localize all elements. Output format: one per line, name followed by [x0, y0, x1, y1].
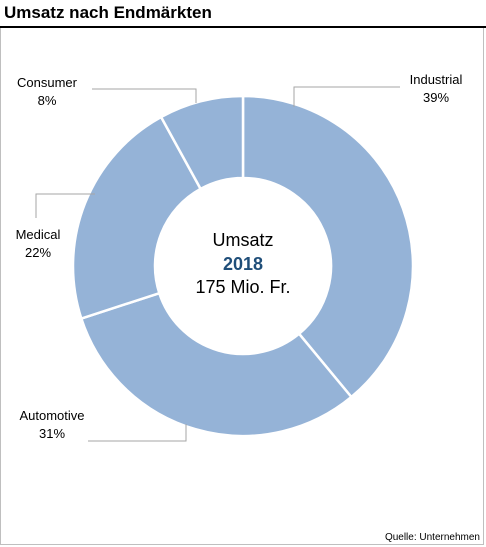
- slice-label-automotive: Automotive: [19, 408, 84, 423]
- slice-consumer: [159, 94, 245, 191]
- slice-label-consumer: Consumer: [17, 75, 78, 90]
- leader-line-consumer: [92, 88, 197, 103]
- leader-line-automotive: [88, 424, 187, 442]
- title-underline: [0, 26, 486, 28]
- slice-automotive: [79, 291, 354, 438]
- slice-labels: Industrial 39% Automotive 31% Medical 22% Cons…: [16, 72, 463, 441]
- center-label-total: 175 Mio. Fr.: [195, 277, 290, 297]
- chart-title: Umsatz nach Endmärkten: [4, 3, 212, 22]
- slice-medical: [71, 115, 203, 321]
- slice-value-automotive: 31%: [39, 426, 65, 441]
- slice-label-industrial: Industrial: [410, 72, 463, 87]
- slice-value-medical: 22%: [25, 245, 51, 260]
- slice-value-industrial: 39%: [423, 90, 449, 105]
- center-label-umsatz: Umsatz: [212, 230, 273, 250]
- slice-industrial: [241, 94, 415, 399]
- donut-slices: [71, 94, 415, 438]
- leader-line-medical: [35, 193, 95, 218]
- leader-line-industrial: [293, 86, 400, 107]
- slice-label-medical: Medical: [16, 227, 61, 242]
- center-label-year: 2018: [223, 254, 263, 274]
- leader-lines: [35, 86, 400, 442]
- source-note: Quelle: Unternehmen: [384, 532, 480, 543]
- chart-frame: [0, 28, 484, 545]
- slice-value-consumer: 8%: [38, 93, 57, 108]
